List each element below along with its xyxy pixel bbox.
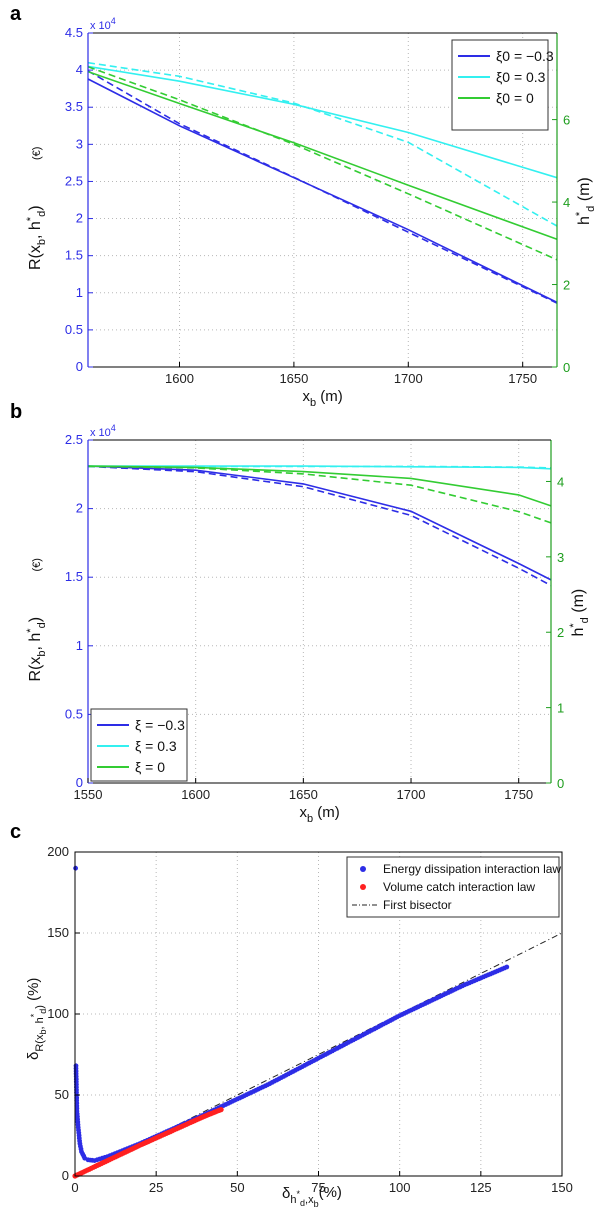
legend-swatch <box>360 866 366 872</box>
y2-tick-label: 2 <box>563 278 570 293</box>
y2-tick-label: 4 <box>563 195 570 210</box>
y-tick-label: 0.5 <box>65 322 83 337</box>
x-tick-label: 50 <box>230 1180 244 1195</box>
y-tick-label: 3 <box>76 136 83 151</box>
chart-panel-c: 0 25 50 75 100 125 150 0 50 100 150 200 δh*d,xb(%) δR… <box>25 844 573 1209</box>
scatter-point <box>73 865 78 871</box>
x-tick-label: 1600 <box>165 371 194 386</box>
y2-axis-label-text: h*d (m) <box>574 177 597 225</box>
x-tick-label: 1550 <box>74 787 103 802</box>
x-tick-label: 75 <box>311 1180 325 1195</box>
x-tick-label: 1600 <box>181 787 210 802</box>
x-tick-label: 25 <box>149 1180 163 1195</box>
y-axis-label-text: R(xb, h*d) <box>25 205 48 270</box>
series-line-green-dashed <box>87 465 552 524</box>
y-axis-unit: (€) <box>31 558 43 571</box>
x-tick-label: 1750 <box>504 787 533 802</box>
y-tick-label: 2.5 <box>65 173 83 188</box>
legend-label: ξ0 = 0.3 <box>496 69 546 85</box>
scatter-point <box>218 1107 224 1113</box>
legend-label: Energy dissipation interaction law <box>383 862 561 876</box>
y2-axis-label: h*d (m) <box>568 589 591 637</box>
x-tick-label: 1700 <box>394 371 423 386</box>
series-line-cyan-solid <box>87 65 558 179</box>
x-axis-label: xb (m) <box>303 388 343 409</box>
y-tick-label: 1 <box>76 285 83 300</box>
y-tick-label: 0.5 <box>65 706 83 721</box>
legend-label: First bisector <box>383 898 452 912</box>
series-line-blue-dashed <box>87 465 552 587</box>
y-axis-label: R(xb, h*d) (€) <box>25 558 48 681</box>
y2-tick-label: 6 <box>563 113 570 128</box>
scatter-point <box>504 964 510 970</box>
y-axis-label: R(xb, h*d) (€) <box>25 147 48 270</box>
scatter-series-volume <box>72 1107 224 1179</box>
legend-label: ξ = −0.3 <box>135 717 185 733</box>
legend-label: ξ = 0.3 <box>135 738 177 754</box>
y2-tick-label: 1 <box>557 701 564 716</box>
y-tick-label: 0 <box>62 1168 69 1183</box>
y-tick-label: 1.5 <box>65 248 83 263</box>
x-tick-label: 1650 <box>279 371 308 386</box>
y-tick-label: 50 <box>55 1087 69 1102</box>
y2-tick-label: 4 <box>557 474 564 489</box>
series-line-blue-dashed <box>87 70 558 304</box>
y2-tick-label: 3 <box>557 550 564 565</box>
y2-tick-label: 0 <box>563 360 570 375</box>
y-tick-label: 150 <box>47 925 69 940</box>
x-tick-label: 0 <box>71 1180 78 1195</box>
y-axis-label: δR(xb, h*d) (%) <box>25 978 48 1060</box>
y-tick-label: 4.5 <box>65 25 83 40</box>
y-tick-label: 0 <box>76 775 83 790</box>
y-tick-label: 200 <box>47 844 69 859</box>
series-line-green-dashed <box>87 66 558 261</box>
y-tick-label: 0 <box>76 359 83 374</box>
x-tick-label: 1650 <box>289 787 318 802</box>
y-tick-label: 1.5 <box>65 569 83 584</box>
series-line-blue-solid <box>87 465 552 581</box>
y-tick-label: 100 <box>47 1006 69 1021</box>
series-line-cyan-dashed <box>87 61 558 227</box>
y2-axis-label: h*d (m) <box>574 177 597 225</box>
y-tick-label: 3.5 <box>65 99 83 114</box>
legend-box <box>346 856 560 918</box>
y-axis-label-text: R(xb, h*d) <box>25 617 48 682</box>
x-tick-label: 1700 <box>397 787 426 802</box>
series-line-green-solid <box>87 70 558 241</box>
y-tick-label: 1 <box>76 638 83 653</box>
y2-axis-label-text: h*d (m) <box>568 589 591 637</box>
y-axis-label-text: δR(xb, h*d) (%) <box>25 978 48 1060</box>
x-tick-label: 1750 <box>508 371 537 386</box>
y-multiplier: x 104 <box>90 423 116 439</box>
legend-label: ξ0 = −0.3 <box>496 48 554 64</box>
x-axis-label: δh*d,xb(%) <box>282 1184 342 1209</box>
y-tick-label: 4 <box>76 62 83 77</box>
y-tick-label: 2.5 <box>65 432 83 447</box>
x-axis-label: xb (m) <box>300 804 340 825</box>
y2-tick-label: 2 <box>557 625 564 640</box>
chart-panel-b: 1550 1600 1650 1700 1750 0 0.5 1 1.5 2 2.5 0 1 2 3 4 x 1… <box>25 423 591 825</box>
y-multiplier: x 104 <box>90 16 116 32</box>
x-tick-label: 150 <box>551 1180 573 1195</box>
series-line-green-solid <box>87 465 552 507</box>
y2-tick-label: 0 <box>557 776 564 791</box>
legend-label: ξ = 0 <box>135 759 165 775</box>
x-tick-label: 125 <box>470 1180 492 1195</box>
y-tick-label: 2 <box>76 211 83 226</box>
legend-label: Volume catch interaction law <box>383 880 535 894</box>
panel-label-b: b <box>10 401 22 423</box>
legend-label: ξ0 = 0 <box>496 90 534 106</box>
x-tick-label: 100 <box>389 1180 411 1195</box>
panel-label-c: c <box>10 821 21 843</box>
y-tick-label: 2 <box>76 501 83 516</box>
y-axis-unit: (€) <box>31 147 43 160</box>
legend-swatch <box>360 884 366 890</box>
chart-panel-a: 1600 1650 1700 1750 0 0.5 1 1.5 2 2.5 3 3.5 4 4.5 0 2 4 6… <box>25 16 597 409</box>
panel-label-a: a <box>10 3 22 25</box>
